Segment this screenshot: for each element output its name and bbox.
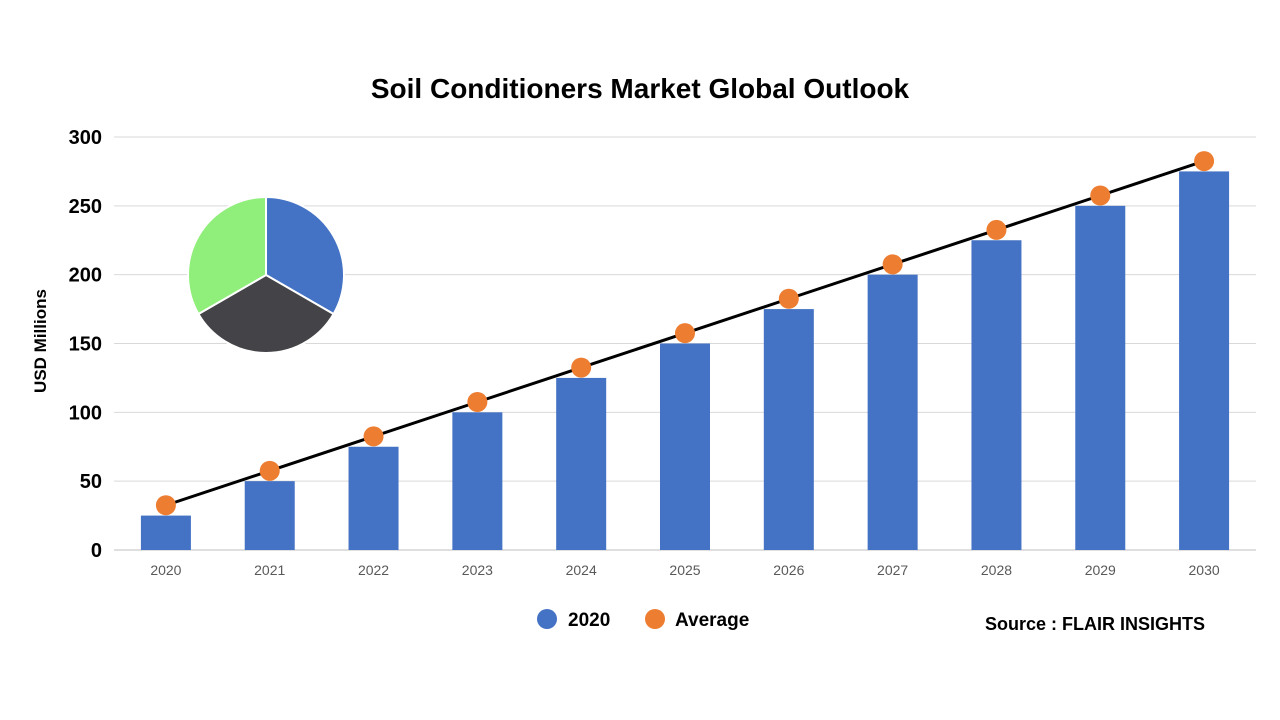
chart-title: Soil Conditioners Market Global Outlook — [371, 73, 910, 104]
pie-slice — [197, 273, 335, 354]
x-tick-label: 2030 — [1189, 562, 1220, 578]
x-tick-label: 2029 — [1085, 562, 1116, 578]
x-tick-label: 2023 — [462, 562, 493, 578]
average-point — [986, 219, 1007, 240]
x-tick-label: 2022 — [358, 562, 389, 578]
x-tick-label: 2028 — [981, 562, 1012, 578]
decorative-pie — [187, 195, 345, 354]
x-tick-label: 2026 — [773, 562, 804, 578]
bar — [1075, 205, 1126, 551]
legend-label-2020: 2020 — [568, 610, 610, 631]
bar — [348, 446, 399, 550]
average-point — [1194, 151, 1215, 172]
x-tick-label: 2024 — [566, 562, 597, 578]
legend-marker-average — [645, 609, 665, 629]
x-tick-label: 2025 — [669, 562, 700, 578]
legend-label-average: Average — [675, 610, 749, 631]
pie-slice — [187, 195, 267, 316]
y-axis-label: USD Millions — [31, 289, 50, 393]
y-tick-label: 100 — [69, 402, 102, 424]
bar — [556, 377, 607, 550]
y-axis-ticks: 0 50 100 150 200 250 300 — [69, 127, 102, 562]
y-tick-label: 200 — [69, 265, 102, 287]
bar — [244, 481, 295, 550]
pie-slice — [265, 195, 345, 316]
average-point — [571, 357, 592, 378]
x-tick-label: 2021 — [254, 562, 285, 578]
y-tick-label: 250 — [69, 196, 102, 218]
average-series — [155, 151, 1215, 516]
bar-series — [140, 171, 1230, 551]
x-axis-ticks: 2020 2021 2022 2023 2024 2025 2026 2027 2028 2029… — [150, 562, 1220, 578]
source-note: Source : FLAIR INSIGHTS — [985, 614, 1205, 634]
y-tick-label: 300 — [69, 127, 102, 149]
legend-marker-2020 — [537, 609, 557, 629]
average-point — [259, 460, 280, 481]
x-tick-label: 2027 — [877, 562, 908, 578]
bar — [660, 343, 710, 550]
y-tick-label: 150 — [69, 334, 102, 356]
average-point — [882, 254, 903, 275]
bar — [1179, 171, 1230, 550]
average-point — [675, 323, 695, 344]
average-point — [155, 495, 176, 516]
legend: 2020 Average — [537, 609, 749, 631]
average-point — [778, 288, 799, 309]
bar — [763, 309, 814, 550]
average-point — [1090, 185, 1111, 206]
bar — [971, 240, 1022, 550]
bar — [867, 274, 918, 550]
bar — [452, 412, 503, 550]
y-tick-label: 0 — [91, 540, 102, 562]
bar — [140, 515, 191, 550]
average-point — [363, 426, 384, 447]
average-point — [467, 392, 488, 413]
x-tick-label: 2020 — [150, 562, 181, 578]
y-tick-label: 50 — [80, 471, 102, 493]
